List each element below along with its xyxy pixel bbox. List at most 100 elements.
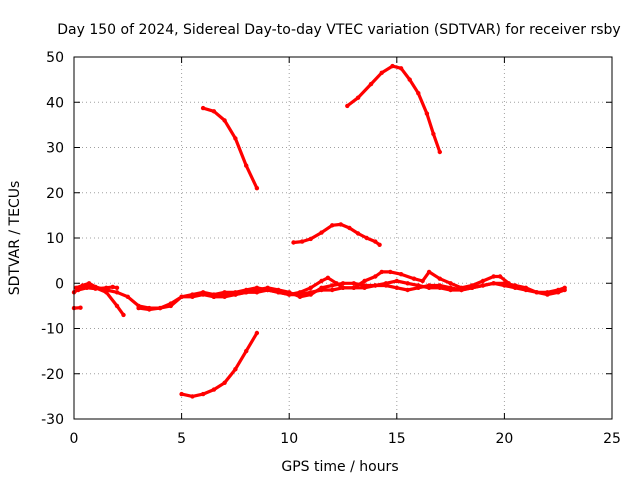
- data-point: [523, 287, 529, 293]
- data-point: [211, 109, 217, 114]
- grid: [74, 57, 612, 419]
- series-arc-g: [180, 331, 259, 398]
- data-point: [200, 292, 206, 297]
- data-point: [362, 278, 367, 284]
- axis-ticks: 0 5 10 15 20 25 -30 -20 -10 0 10 20 30 40 50: [41, 50, 621, 447]
- data-point: [222, 118, 227, 123]
- y-tick-label: -30: [41, 412, 64, 428]
- data-point: [437, 149, 442, 155]
- data-point: [330, 287, 335, 293]
- y-tick-label: 20: [46, 186, 64, 202]
- data-point: [233, 367, 238, 372]
- data-point: [407, 77, 412, 82]
- data-point: [93, 286, 98, 291]
- data-point: [222, 380, 227, 385]
- data-point: [179, 294, 184, 299]
- series-arc-j: [345, 64, 442, 154]
- data-point: [545, 290, 550, 295]
- data-point: [244, 163, 249, 168]
- data-point: [114, 303, 120, 309]
- data-point: [299, 239, 305, 244]
- y-tick-label: 10: [46, 231, 64, 247]
- data-point: [308, 292, 313, 297]
- data-point: [190, 294, 195, 299]
- data-point: [426, 269, 432, 275]
- data-point: [125, 294, 130, 299]
- y-tick-label: 30: [46, 141, 64, 157]
- data-point: [377, 242, 382, 247]
- y-tick-label: 0: [55, 276, 64, 292]
- series-arc-h: [201, 106, 259, 190]
- data-point: [340, 285, 346, 290]
- data-point: [394, 278, 399, 284]
- data-point: [80, 283, 85, 288]
- data-point: [114, 290, 120, 295]
- data-point: [200, 391, 206, 397]
- data-point: [431, 131, 436, 137]
- x-axis-label: GPS time / hours: [281, 459, 398, 475]
- data-point: [513, 285, 518, 290]
- data-point: [480, 278, 486, 284]
- data-point: [338, 222, 343, 227]
- data-point: [104, 285, 109, 290]
- data-point: [325, 275, 331, 280]
- data-point: [405, 287, 410, 293]
- data-point: [157, 305, 163, 311]
- data-point: [319, 278, 324, 284]
- data-point: [364, 235, 369, 241]
- x-tick-label: 25: [603, 431, 621, 447]
- data-point: [362, 283, 367, 288]
- data-point: [373, 274, 378, 279]
- y-axis-label: SDTVAR / TECUs: [7, 181, 23, 296]
- data-point: [244, 290, 249, 295]
- data-point: [411, 276, 417, 281]
- data-point: [319, 230, 324, 235]
- plot-frame: [73, 56, 613, 420]
- data-point: [426, 285, 432, 290]
- x-tick-label: 0: [70, 431, 79, 447]
- data-point: [398, 272, 404, 277]
- data-point: [405, 281, 410, 286]
- data-point: [416, 283, 421, 288]
- data-point: [373, 283, 378, 288]
- data-point: [200, 105, 206, 111]
- data-point: [254, 290, 260, 295]
- data-point: [497, 274, 503, 279]
- data-point: [491, 281, 496, 286]
- data-point: [448, 281, 453, 286]
- chart-title: Day 150 of 2024, Sidereal Day-to-day VTE…: [57, 22, 620, 38]
- data-point: [394, 285, 399, 290]
- data-point: [168, 301, 173, 306]
- data-point: [233, 136, 238, 141]
- data-point: [287, 292, 292, 297]
- data-point: [373, 239, 378, 244]
- data-point: [437, 285, 442, 290]
- data-point: [379, 269, 384, 275]
- data-point: [534, 290, 539, 295]
- x-tick-label: 20: [495, 431, 513, 447]
- data-point: [244, 348, 249, 354]
- data-point: [114, 285, 120, 290]
- x-tick-label: 15: [388, 431, 406, 447]
- data-point: [78, 305, 83, 310]
- data-point: [211, 387, 217, 392]
- data-point: [416, 91, 421, 96]
- data-point: [340, 281, 346, 286]
- data-point: [459, 285, 464, 290]
- data-point: [437, 276, 442, 281]
- series-group: [71, 63, 567, 399]
- data-point: [355, 231, 361, 236]
- data-point: [502, 283, 507, 288]
- y-tick-label: -10: [41, 322, 64, 338]
- data-point: [254, 330, 260, 336]
- data-point: [110, 284, 115, 290]
- data-point: [308, 236, 313, 242]
- data-point: [355, 95, 361, 100]
- data-point: [190, 394, 195, 399]
- data-point: [480, 283, 486, 288]
- data-point: [308, 285, 313, 290]
- data-point: [76, 287, 81, 293]
- data-point: [86, 281, 92, 286]
- data-point: [121, 312, 126, 318]
